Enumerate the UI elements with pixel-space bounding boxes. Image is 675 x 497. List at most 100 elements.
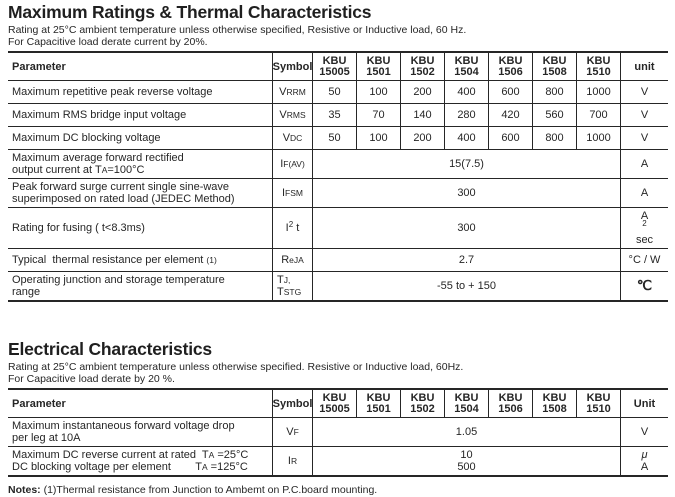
table-row: Typical thermal resistance per element (… bbox=[8, 249, 668, 272]
model-column-header: KBU 1508 bbox=[532, 53, 576, 80]
symbol-cell: VDC bbox=[272, 127, 312, 149]
parameter-cell: Rating for fusing ( t<8.3ms) bbox=[8, 208, 272, 248]
unit-cell: V bbox=[620, 418, 668, 446]
symbol-line: IFSM bbox=[282, 187, 303, 199]
symbol-cell: VF bbox=[272, 418, 312, 446]
text-segment: A bbox=[208, 450, 215, 460]
text-segment: V bbox=[640, 109, 649, 121]
value-cell: 70 bbox=[356, 104, 400, 126]
symbol-line: I2 t bbox=[286, 220, 300, 235]
text-segment: R bbox=[290, 456, 298, 466]
span-value-line: 300 bbox=[457, 187, 476, 199]
model-header-line: 1506 bbox=[498, 65, 523, 78]
parameter-line: Maximum repetitive peak reverse voltage bbox=[12, 86, 213, 98]
text-segment: T bbox=[277, 274, 284, 286]
model-header-line: 1502 bbox=[410, 65, 435, 78]
parameter-cell: Maximum DC reverse current at rated TA =… bbox=[8, 447, 272, 475]
model-column-header: KBU 15005 bbox=[312, 390, 356, 417]
text-segment: RRM bbox=[286, 87, 306, 97]
footnote-label: Notes: bbox=[8, 484, 41, 496]
span-value-cell: 1.05 bbox=[312, 418, 620, 446]
value-cell: 560 bbox=[532, 104, 576, 126]
text-segment: superimposed on rated load (JEDEC Method… bbox=[12, 193, 235, 205]
table-row: Operating junction and storage temperatu… bbox=[8, 272, 668, 300]
unit-cell: A 2 sec bbox=[620, 208, 668, 248]
text-segment: FSM bbox=[285, 188, 303, 198]
text-segment: range bbox=[12, 286, 41, 298]
text-segment: F(AV) bbox=[283, 159, 305, 169]
symbol-column-header: Symbol bbox=[272, 53, 312, 80]
symbol-line: IF(AV) bbox=[280, 158, 305, 170]
text-segment: °C / W bbox=[628, 254, 661, 266]
text-segment: I bbox=[280, 158, 284, 170]
section-subtitle-line: Rating at 25°C ambient temperature unles… bbox=[8, 361, 464, 373]
text-segment: STG bbox=[283, 287, 302, 297]
model-header-line: KBU bbox=[498, 391, 523, 404]
parameter-line: Maximum DC reverse current at rated TA =… bbox=[12, 449, 248, 461]
value-cell: 50 bbox=[312, 127, 356, 149]
footnote: Notes: (1)Thermal resistance from Juncti… bbox=[8, 484, 668, 496]
model-header-line: KBU bbox=[410, 391, 435, 404]
span-value-line: 2.7 bbox=[458, 254, 475, 266]
parameter-column-header: Parameter bbox=[12, 60, 66, 73]
model-header-line: KBU bbox=[542, 391, 567, 404]
table-row: Peak forward surge current single sine-w… bbox=[8, 179, 668, 208]
span-value-line: 1.05 bbox=[455, 426, 478, 438]
parameter-column-header: Parameter bbox=[12, 397, 66, 410]
text-segment: ℃ bbox=[636, 278, 653, 293]
section-subtitle-line: For Capacitive load derate current by 20… bbox=[8, 35, 208, 48]
model-header-line: KBU bbox=[498, 54, 523, 67]
text-segment: eJA bbox=[289, 255, 304, 265]
symbol-cell: ReJA bbox=[272, 249, 312, 271]
unit-cell: V bbox=[620, 81, 668, 103]
electrical-characteristics-table: Parameter Symbol KBU 15005 KBU 1501 KBU 1502 KBU… bbox=[8, 388, 668, 477]
model-header-line: 1510 bbox=[586, 402, 611, 415]
text-segment: Maximum average forward rectified bbox=[12, 152, 184, 164]
unit-cell: ℃ bbox=[620, 272, 668, 300]
model-column-header: KBU 1504 bbox=[444, 53, 488, 80]
model-column-header: KBU 1506 bbox=[488, 53, 532, 80]
model-header-line: 1502 bbox=[410, 402, 435, 415]
value-cell: 100 bbox=[356, 81, 400, 103]
symbol-column-header: Symbol bbox=[272, 390, 312, 417]
text-segment: 2 bbox=[642, 219, 647, 228]
span-value-line: 10 bbox=[460, 449, 473, 461]
span-value-cell: 300 bbox=[312, 208, 620, 248]
symbol-line: VDC bbox=[283, 132, 303, 144]
value-cell: 200 bbox=[400, 81, 444, 103]
parameter-line: Typical thermal resistance per element (… bbox=[12, 254, 217, 266]
model-header-line: KBU bbox=[586, 54, 611, 67]
model-column-header: KBU 1508 bbox=[532, 390, 576, 417]
text-segment: A bbox=[640, 187, 649, 199]
model-header-line: KBU bbox=[366, 391, 391, 404]
text-segment: per leg at 10A bbox=[12, 432, 81, 444]
section-title: Electrical Characteristics bbox=[8, 339, 212, 359]
text-segment: μ bbox=[641, 449, 648, 461]
text-segment: DC bbox=[290, 133, 303, 143]
text-segment: A bbox=[640, 461, 649, 473]
model-header-line: 1501 bbox=[366, 402, 391, 415]
value-cell: 600 bbox=[488, 81, 532, 103]
value-cell: 1000 bbox=[576, 127, 620, 149]
text-segment: J, bbox=[283, 275, 291, 285]
model-column-header: KBU 1510 bbox=[576, 53, 620, 80]
parameter-cell: Typical thermal resistance per element (… bbox=[8, 249, 272, 271]
model-header-line: KBU bbox=[454, 54, 479, 67]
text-segment: DC blocking voltage per element T bbox=[12, 461, 202, 473]
table-row: Maximum DC blocking voltage VDC 50 100 200 40… bbox=[8, 127, 668, 150]
parameter-cell: Maximum average forward rectified output … bbox=[8, 150, 272, 178]
span-value-line: 500 bbox=[457, 461, 476, 473]
table-row: Rating for fusing ( t<8.3ms) I2 t 300 A 2 sec bbox=[8, 208, 668, 249]
electrical-characteristics-section: Electrical Characteristics Rating at 25°… bbox=[8, 339, 668, 477]
text-segment: Maximum repetitive peak reverse voltage bbox=[12, 86, 213, 98]
model-column-header: KBU 1501 bbox=[356, 53, 400, 80]
section-subtitle-line: For Capacitive load derate by 20 %. bbox=[8, 372, 175, 385]
symbol-line: TJ, bbox=[277, 274, 290, 286]
value-cell: 50 bbox=[312, 81, 356, 103]
model-header-line: KBU bbox=[454, 391, 479, 404]
section-title: Maximum Ratings & Thermal Characteristic… bbox=[8, 2, 372, 22]
span-value-cell: -55 to + 150 bbox=[312, 272, 620, 300]
parameter-line: Operating junction and storage temperatu… bbox=[12, 274, 225, 286]
table-header-row: Parameter Symbol KBU 15005 KBU 1501 KBU 1502 KBU… bbox=[8, 53, 668, 81]
